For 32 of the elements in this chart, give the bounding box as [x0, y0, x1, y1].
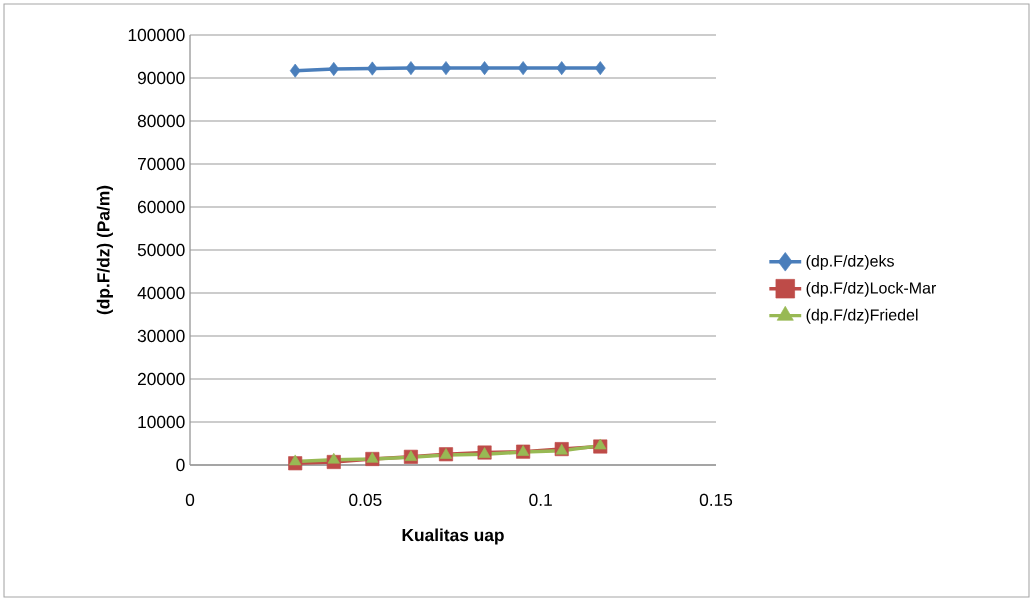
y-tick-label: 70000 — [138, 157, 185, 171]
point — [328, 61, 340, 76]
point — [440, 61, 452, 76]
y-tick-label: 30000 — [137, 329, 185, 343]
y-tick-label: 50000 — [137, 243, 185, 257]
legend-label: (dp.F/dz)Lock-Mar — [806, 281, 937, 297]
x-tick-label: 0.1 — [529, 493, 552, 506]
y-tick-label: 80000 — [137, 114, 185, 128]
x-tick-label: 0 — [185, 493, 195, 506]
y-tick-label: 40000 — [137, 286, 185, 300]
legend-label: (dp.F/dz)eks — [806, 254, 894, 270]
point — [556, 61, 568, 76]
point — [479, 61, 490, 76]
y-tick-label: 20000 — [137, 372, 185, 386]
point — [405, 61, 417, 76]
x-axis-title: Kualitas uap — [402, 528, 504, 545]
point — [517, 61, 529, 76]
legend-label: (dp.F/dz)Friedel — [806, 308, 918, 324]
point — [327, 452, 340, 464]
point — [289, 454, 302, 466]
point — [594, 438, 607, 450]
point — [594, 61, 606, 76]
point — [289, 63, 301, 78]
y-tick-label: 90000 — [137, 71, 185, 85]
y-tick-label: 60000 — [137, 200, 185, 214]
x-tick-label: 0.05 — [349, 493, 382, 506]
y-tick-label: 100000 — [128, 28, 185, 42]
point — [367, 61, 378, 76]
y-tick-label: 10000 — [138, 415, 185, 429]
x-tick-label: 0.15 — [699, 493, 733, 506]
y-axis-title: (dp.F/dz) (Pa/m) — [96, 185, 113, 315]
y-tick-label: 0 — [176, 458, 185, 472]
